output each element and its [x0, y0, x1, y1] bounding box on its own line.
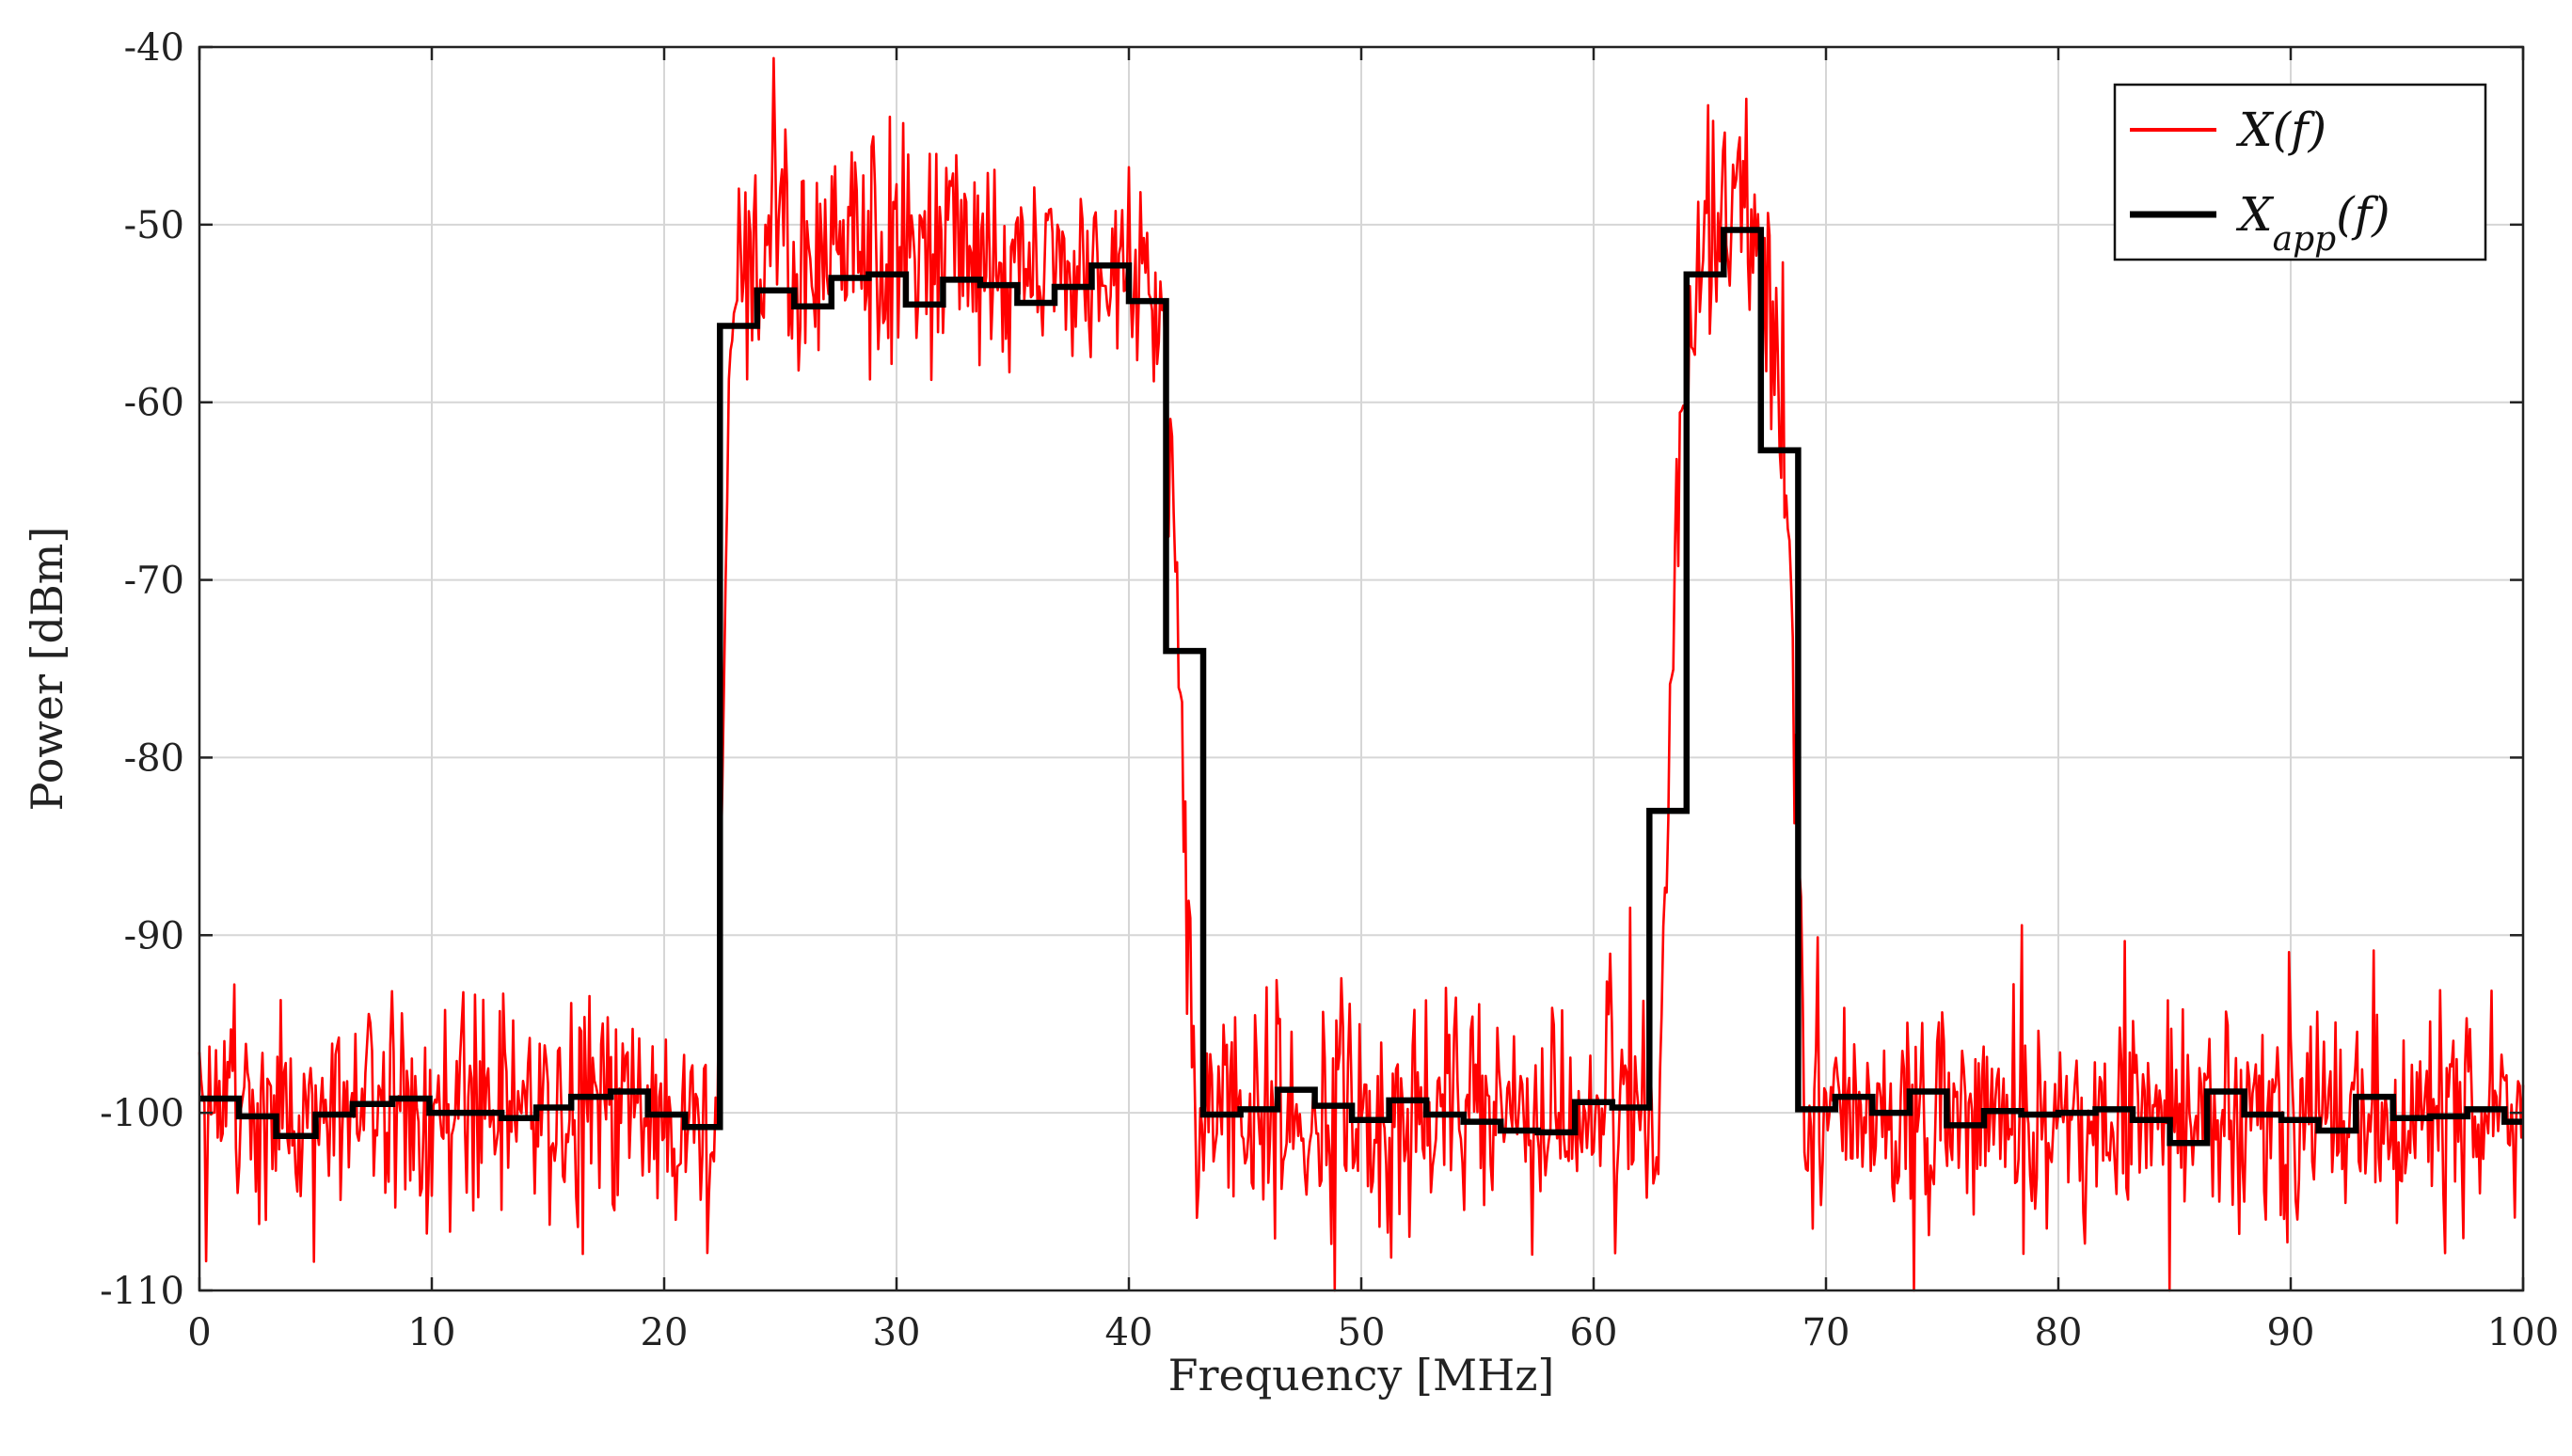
y-tick-label: -60: [124, 382, 184, 425]
ticks: 0 10 20 30 40 50 60 70 80 90 100 -40 -50 -60 -70 -80 -90…: [100, 26, 2559, 1354]
series-layer: [198, 56, 2525, 1292]
y-tick-label: -90: [124, 914, 184, 957]
legend-label: X(f): [2235, 103, 2326, 157]
x-axis-label: Frequency [MHz]: [1168, 1350, 1555, 1401]
legend-box: [2113, 83, 2487, 261]
x-tick-label: 0: [187, 1311, 211, 1354]
x-tick-label: 40: [1105, 1311, 1153, 1354]
x-tick-label: 80: [2035, 1311, 2083, 1354]
y-tick-label: -70: [124, 560, 184, 603]
x-tick-label: 70: [1802, 1311, 1850, 1354]
x-tick-label: 100: [2487, 1311, 2559, 1354]
x-tick-label: 10: [408, 1311, 456, 1354]
legend-label-subscript: app: [2273, 220, 2337, 259]
legend-label-suffix: (f): [2336, 187, 2390, 242]
y-tick-label: -110: [100, 1270, 184, 1313]
x-tick-label: 50: [1338, 1311, 1386, 1354]
series-x-app-f-line: [199, 227, 2523, 1147]
x-tick-label: 30: [873, 1311, 921, 1354]
x-tick-label: 90: [2267, 1311, 2315, 1354]
x-tick-label: 20: [641, 1311, 689, 1354]
x-tick-label: 60: [1570, 1311, 1618, 1354]
y-tick-label: -50: [124, 204, 184, 247]
y-tick-label: -40: [124, 26, 184, 70]
y-tick-label: -100: [100, 1092, 184, 1135]
legend: X(f)Xapp(f): [2113, 83, 2487, 261]
y-tick-label: -80: [124, 736, 184, 780]
y-axis-label: Power [dBm]: [22, 527, 72, 812]
